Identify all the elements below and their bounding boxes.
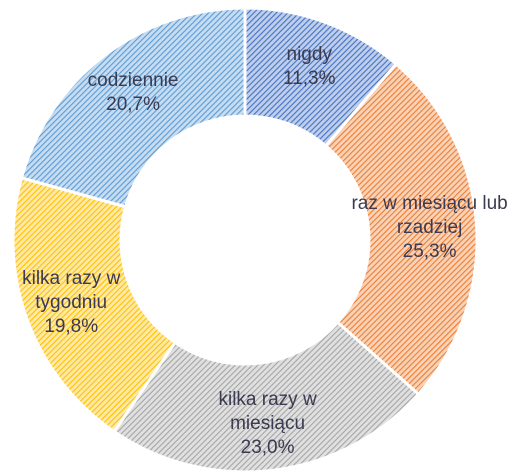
value-label: 25,3% bbox=[402, 240, 457, 262]
value-label: 19,8% bbox=[44, 316, 99, 338]
category-label: kilka razy w tygodniu bbox=[22, 268, 121, 314]
segment-label: kilka razy w miesiącu 23,0% bbox=[188, 388, 348, 460]
value-label: 20,7% bbox=[106, 93, 161, 115]
category-label: codziennie bbox=[87, 69, 179, 91]
segment-label: nigdy 11,3% bbox=[229, 43, 389, 91]
value-label: 23,0% bbox=[240, 436, 295, 458]
category-label: kilka razy w miesiącu bbox=[218, 388, 317, 434]
segment-label: raz w miesiącu lub rzadziej 25,3% bbox=[350, 192, 510, 264]
category-label: nigdy bbox=[286, 43, 332, 65]
category-label: raz w miesiącu lub rzadziej bbox=[351, 192, 508, 238]
segment-label: kilka razy w tygodniu 19,8% bbox=[0, 267, 151, 339]
donut-segment bbox=[11, 175, 178, 434]
value-label: 11,3% bbox=[283, 67, 336, 89]
donut-segment bbox=[323, 61, 479, 397]
donut-segment bbox=[19, 6, 247, 209]
segment-label: codziennie 20,7% bbox=[53, 69, 213, 117]
donut-segment bbox=[112, 320, 421, 474]
